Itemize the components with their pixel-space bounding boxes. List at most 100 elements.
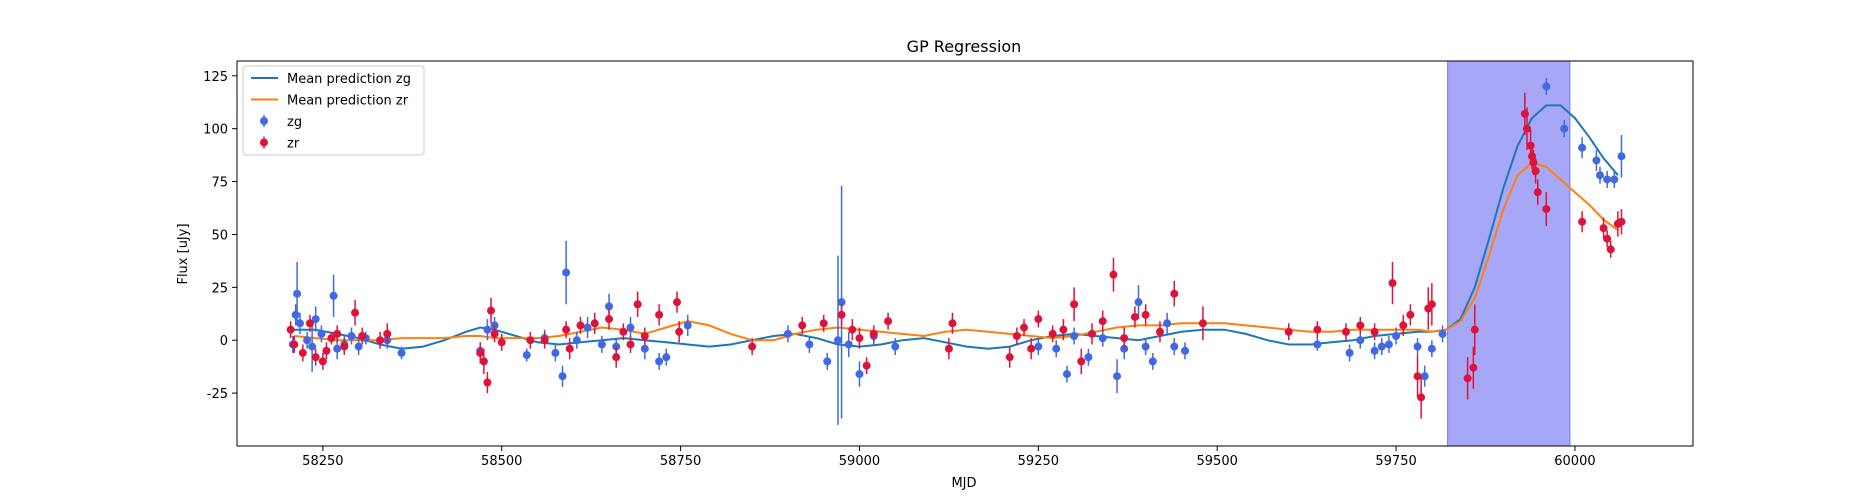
chart-title: GP Regression [907,37,1022,56]
data-point-zr [798,321,807,330]
data-point-zg [1595,171,1604,180]
data-point-zr [1087,329,1096,338]
data-point-zg [1420,372,1429,381]
x-tick-label: 59250 [1018,454,1059,469]
data-point-zg [1084,353,1093,362]
data-point-zr [286,325,295,334]
data-point-zr [486,306,495,315]
axes-frame [236,60,1694,447]
data-point-zr [1370,327,1379,336]
data-point-zr [376,336,385,345]
data-point-zr [605,315,614,324]
data-point-zr [298,348,307,357]
data-point-zg [1181,346,1190,355]
data-point-zr [1284,327,1293,336]
data-point-zg [1427,344,1436,353]
y-tick-label: 100 [203,123,228,138]
data-point-zr [576,321,585,330]
data-point-zg [354,342,363,351]
data-point-zg [1170,342,1179,351]
data-point-zr [748,342,757,351]
data-point-zg [783,329,792,338]
data-point-zg [558,372,567,381]
data-point-zr [1077,357,1086,366]
series-group [286,77,1626,425]
data-point-zr [948,319,957,328]
data-point-zr [311,353,320,362]
data-point-zr [837,310,846,319]
data-point-zg [308,342,317,351]
data-point-zg [1070,332,1079,340]
series-line-1 [294,104,1619,350]
data-point-zr [1109,270,1118,279]
data-point-zg [640,344,649,353]
data-point-zr [565,344,574,353]
data-point-zg [1603,175,1612,184]
data-point-zr [1048,329,1057,338]
data-point-zr [869,329,878,338]
data-point-zg [605,302,614,311]
data-point-zg [1617,152,1626,161]
data-point-zr [562,325,571,334]
data-point-zg [522,351,531,360]
x-tick-label: 59750 [1375,454,1416,469]
data-point-zg [891,342,900,351]
data-point-zg [397,348,406,357]
data-point-zg [1134,298,1143,307]
y-tick-label: 125 [203,70,228,85]
data-point-zg [1610,175,1619,184]
data-point-zg [1356,336,1365,345]
data-point-zg [1377,342,1386,351]
data-point-zr [1388,279,1397,288]
data-point-zr [1141,310,1150,319]
data-point-zr [1599,224,1608,233]
series-line-2 [294,161,1619,342]
data-point-zg [1034,342,1043,351]
data-point-zg [291,310,300,319]
data-point-zr [862,361,871,370]
legend-label: Mean prediction zg [287,72,411,87]
data-point-zr [1470,325,1479,334]
data-point-zg [1148,357,1157,366]
data-point-zr [1070,300,1079,309]
data-point-zg [823,357,832,366]
data-point-zr [1098,317,1107,326]
legend-label: zr [287,137,300,152]
data-point-zr [1463,374,1472,383]
data-point-zg [293,289,302,298]
data-point-zg [805,340,814,349]
data-point-zr [1012,332,1021,340]
legend-box [242,65,425,156]
data-point-zg [1113,372,1122,381]
data-point-zr [526,336,535,345]
data-point-zr [476,348,485,357]
data-point-zg [1141,342,1150,351]
data-point-zr [1427,300,1436,309]
data-point-zg [329,291,338,300]
legend-swatch-marker [260,138,268,147]
data-point-zr [358,332,367,340]
data-point-zr [333,329,342,338]
data-point-zg [837,298,846,307]
data-point-zg [1542,82,1551,91]
data-point-zr [640,332,649,340]
data-point-zg [1384,340,1393,349]
data-point-zg [562,268,571,277]
data-point-zg [855,370,864,379]
data-point-zg [483,325,492,334]
x-tick-label: 58500 [481,454,522,469]
data-point-zg [1370,346,1379,355]
data-point-zr [1406,310,1415,319]
data-point-zr [1526,141,1535,150]
y-tick-label: 50 [211,228,228,243]
data-point-zr [1531,167,1540,175]
x-tick-label: 59000 [839,454,880,469]
data-point-zr [1617,217,1626,226]
x-tick-label: 58250 [302,454,343,469]
data-point-zr [1170,289,1179,298]
data-point-zg [844,340,853,349]
data-point-zr [819,319,828,328]
data-point-zr [1027,344,1036,353]
data-point-zr [1417,393,1426,402]
